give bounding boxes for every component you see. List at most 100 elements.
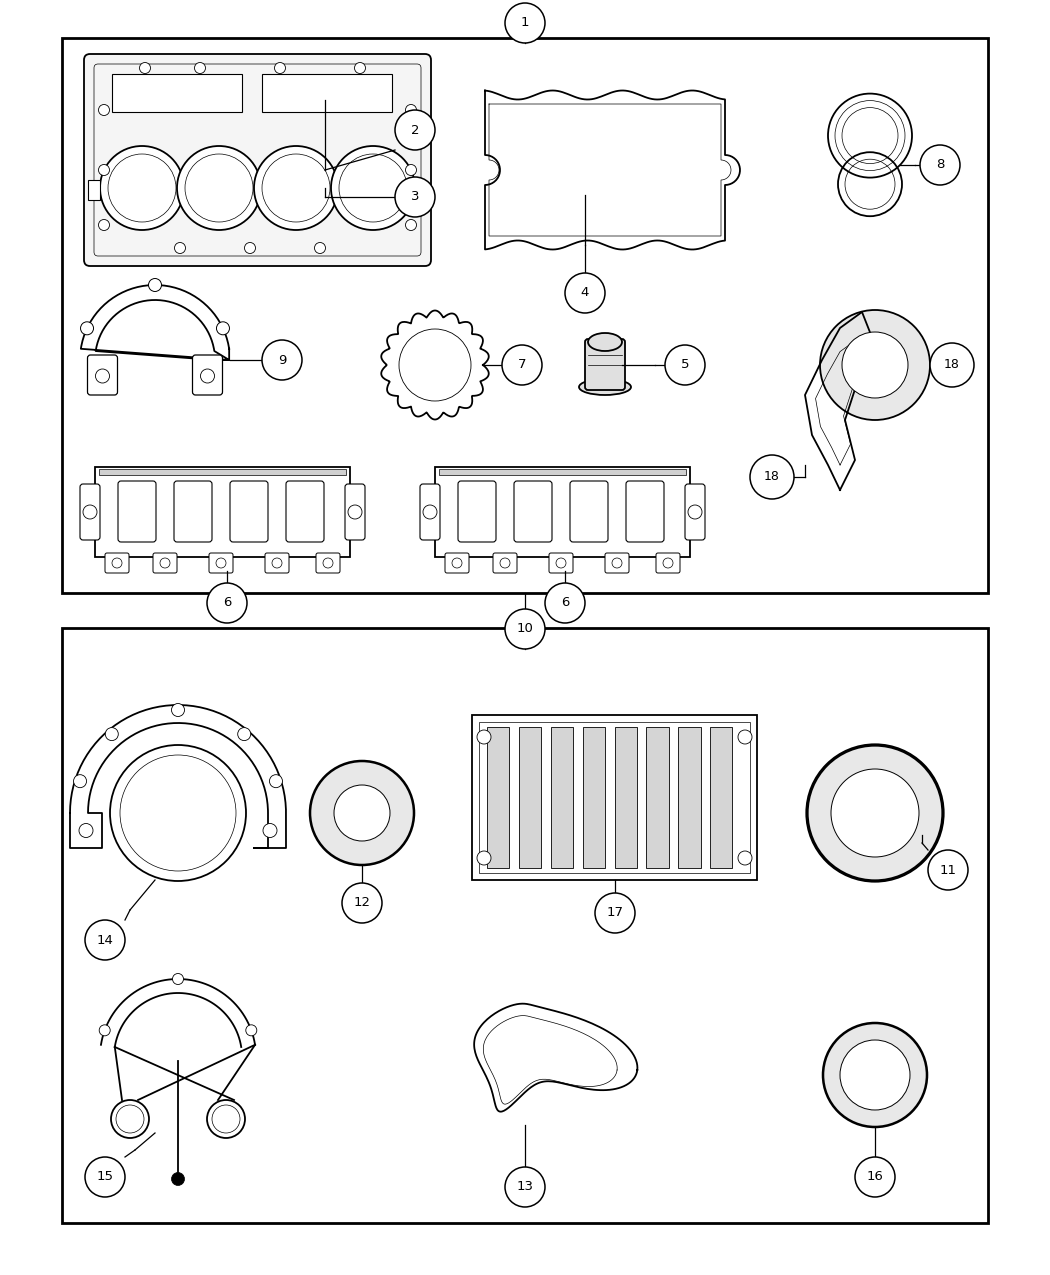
- Text: 11: 11: [940, 863, 957, 876]
- FancyBboxPatch shape: [458, 481, 496, 542]
- FancyBboxPatch shape: [99, 469, 346, 476]
- FancyBboxPatch shape: [345, 484, 365, 541]
- Circle shape: [738, 850, 752, 864]
- Circle shape: [665, 346, 705, 385]
- Circle shape: [323, 558, 333, 567]
- Circle shape: [83, 505, 97, 519]
- Text: 2: 2: [411, 124, 419, 136]
- Circle shape: [201, 368, 214, 382]
- Text: 14: 14: [97, 933, 113, 946]
- Text: 16: 16: [866, 1170, 883, 1183]
- Circle shape: [807, 745, 943, 881]
- FancyBboxPatch shape: [685, 484, 705, 541]
- FancyBboxPatch shape: [570, 481, 608, 542]
- Circle shape: [831, 769, 919, 857]
- Circle shape: [405, 219, 417, 231]
- FancyBboxPatch shape: [487, 727, 509, 868]
- Text: 18: 18: [944, 358, 960, 371]
- Circle shape: [99, 105, 109, 116]
- FancyBboxPatch shape: [94, 467, 350, 557]
- Circle shape: [140, 62, 150, 74]
- Circle shape: [172, 974, 184, 984]
- Circle shape: [334, 785, 390, 842]
- FancyBboxPatch shape: [678, 727, 700, 868]
- Circle shape: [738, 731, 752, 745]
- Circle shape: [74, 775, 86, 788]
- Circle shape: [81, 321, 93, 335]
- Circle shape: [310, 761, 414, 864]
- FancyBboxPatch shape: [262, 74, 392, 112]
- Circle shape: [855, 1156, 895, 1197]
- Circle shape: [612, 558, 622, 567]
- Circle shape: [105, 728, 119, 741]
- FancyBboxPatch shape: [435, 467, 690, 557]
- Circle shape: [395, 177, 435, 217]
- FancyBboxPatch shape: [84, 54, 430, 266]
- Circle shape: [246, 1025, 257, 1035]
- Circle shape: [171, 704, 185, 717]
- FancyBboxPatch shape: [710, 727, 733, 868]
- Circle shape: [556, 558, 566, 567]
- Circle shape: [100, 147, 184, 230]
- Circle shape: [262, 340, 302, 380]
- Circle shape: [216, 321, 230, 335]
- Text: 17: 17: [607, 907, 624, 919]
- Circle shape: [148, 278, 162, 292]
- FancyBboxPatch shape: [614, 727, 636, 868]
- Circle shape: [663, 558, 673, 567]
- Circle shape: [194, 62, 206, 74]
- Circle shape: [355, 62, 365, 74]
- Circle shape: [177, 147, 261, 230]
- Circle shape: [405, 105, 417, 116]
- Circle shape: [565, 273, 605, 312]
- FancyBboxPatch shape: [472, 715, 757, 880]
- FancyBboxPatch shape: [656, 553, 680, 572]
- Text: 1: 1: [521, 17, 529, 29]
- FancyBboxPatch shape: [209, 553, 233, 572]
- Text: 6: 6: [223, 597, 231, 609]
- Circle shape: [174, 242, 186, 254]
- Circle shape: [595, 892, 635, 933]
- Circle shape: [502, 346, 542, 385]
- Circle shape: [423, 505, 437, 519]
- FancyBboxPatch shape: [80, 484, 100, 541]
- Ellipse shape: [588, 333, 622, 351]
- Text: 7: 7: [518, 358, 526, 371]
- FancyBboxPatch shape: [514, 481, 552, 542]
- FancyBboxPatch shape: [265, 553, 289, 572]
- Text: 13: 13: [517, 1181, 533, 1193]
- FancyBboxPatch shape: [494, 553, 517, 572]
- Circle shape: [750, 455, 794, 499]
- FancyBboxPatch shape: [420, 484, 440, 541]
- FancyBboxPatch shape: [445, 553, 469, 572]
- Circle shape: [452, 558, 462, 567]
- Circle shape: [270, 775, 282, 788]
- Circle shape: [500, 558, 510, 567]
- FancyBboxPatch shape: [626, 481, 664, 542]
- Circle shape: [823, 1023, 927, 1127]
- Circle shape: [110, 745, 246, 881]
- Text: 5: 5: [680, 358, 689, 371]
- FancyBboxPatch shape: [88, 180, 100, 200]
- Circle shape: [272, 558, 282, 567]
- FancyBboxPatch shape: [549, 553, 573, 572]
- FancyBboxPatch shape: [286, 481, 324, 542]
- FancyBboxPatch shape: [230, 481, 268, 542]
- Circle shape: [920, 145, 960, 185]
- Circle shape: [112, 558, 122, 567]
- FancyBboxPatch shape: [105, 553, 129, 572]
- Circle shape: [545, 583, 585, 623]
- FancyBboxPatch shape: [551, 727, 573, 868]
- FancyBboxPatch shape: [439, 469, 686, 476]
- FancyBboxPatch shape: [519, 727, 541, 868]
- Circle shape: [96, 368, 109, 382]
- FancyBboxPatch shape: [118, 481, 156, 542]
- Circle shape: [262, 824, 277, 838]
- Circle shape: [160, 558, 170, 567]
- Text: 9: 9: [278, 353, 287, 366]
- Circle shape: [207, 583, 247, 623]
- Circle shape: [85, 1156, 125, 1197]
- Circle shape: [342, 884, 382, 923]
- FancyBboxPatch shape: [583, 727, 605, 868]
- FancyBboxPatch shape: [62, 38, 988, 593]
